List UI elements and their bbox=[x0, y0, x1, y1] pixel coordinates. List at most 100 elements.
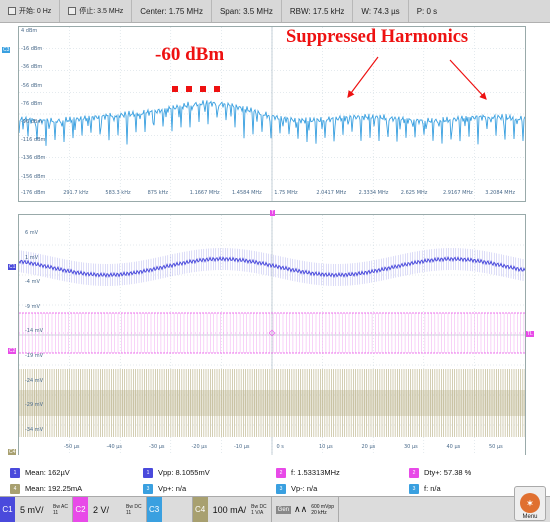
checkbox-icon bbox=[8, 7, 16, 15]
c4-channel-tag[interactable]: C4 bbox=[8, 449, 17, 455]
c1-coupling-mode: Bw AC bbox=[53, 503, 69, 510]
gen-frequency: 20 kHz bbox=[311, 509, 327, 516]
measurement-c2-vp-minus[interactable]: 3 Vp-: n/a bbox=[276, 482, 317, 495]
c2-settings[interactable]: C2 2 V/ Bw DC 11 bbox=[73, 497, 147, 522]
c2-frequency-value: f: 1.53313MHz bbox=[291, 468, 340, 477]
scope-y-tick-label: 6 mV bbox=[25, 230, 39, 236]
scope-y-tick-label: -24 mV bbox=[25, 377, 44, 384]
c3-frequency-value: f: n/a bbox=[424, 484, 441, 493]
c3-tag: C3 bbox=[146, 497, 162, 522]
c2-coupling-mode: Bw DC bbox=[126, 503, 142, 510]
c1-voltage-trace bbox=[19, 255, 525, 279]
menu-label: Menu bbox=[522, 514, 538, 520]
waveform-icon: ∧∧ bbox=[294, 504, 308, 514]
fft-spectrum-plot[interactable] bbox=[18, 26, 526, 202]
gen-label: Gen bbox=[275, 505, 292, 514]
span-field[interactable]: Span: 3.5 MHz bbox=[212, 0, 282, 22]
span-label: Span: 3.5 MHz bbox=[219, 6, 273, 16]
marker-dot bbox=[214, 86, 220, 92]
scope-y-tick-label: -4 mV bbox=[25, 279, 40, 286]
scope-x-tick-label: -10 µs bbox=[234, 444, 250, 450]
scope-x-tick-label: 20 µs bbox=[361, 444, 376, 450]
scope-y-tick-label: -29 mV bbox=[25, 402, 44, 409]
c2-duty-value: Dty+: 57.38 % bbox=[424, 468, 472, 477]
fft-spectrum-trace bbox=[19, 100, 525, 146]
scope-x-tick-label: -40 µs bbox=[106, 444, 123, 450]
c3-settings[interactable]: C3 bbox=[146, 497, 193, 522]
checkbox-icon bbox=[68, 7, 77, 15]
window-field[interactable]: W: 74.3 µs bbox=[353, 0, 409, 22]
scope-x-tick-label: 0 s bbox=[276, 444, 284, 450]
c2-vp-minus-value: Vp-: n/a bbox=[291, 484, 318, 493]
start-frequency-field[interactable]: 开始: 0 Hz bbox=[0, 0, 61, 22]
c1-mean-value: Mean: 162µV bbox=[25, 468, 70, 477]
center-frequency-label: Center: 1.75 MHz bbox=[140, 6, 203, 16]
scope-waveform-plot[interactable] bbox=[18, 214, 526, 456]
rbw-field[interactable]: RBW: 17.5 kHz bbox=[282, 0, 354, 22]
scope-x-tick-label: 50 µs bbox=[489, 444, 503, 450]
c2-badge: 2 bbox=[276, 467, 286, 478]
c1-coupling: Bw AC 11 bbox=[53, 504, 72, 516]
start-frequency-label: 开始: 0 Hz bbox=[19, 8, 52, 15]
c1-settings[interactable]: C1 5 mV/ Bw AC 11 bbox=[0, 497, 74, 522]
scope-x-tick-label: 30 µs bbox=[404, 444, 418, 450]
marker-dot bbox=[186, 86, 192, 92]
window-label: W: 74.3 µs bbox=[361, 6, 400, 16]
measurement-c1-vp-plus[interactable]: 3 Vp+: n/a bbox=[143, 482, 186, 495]
gen-amplitude: 600 mVpp bbox=[311, 503, 334, 510]
c1-coupling-extra: 11 bbox=[53, 509, 59, 516]
c2-coupling: Bw DC 11 bbox=[126, 504, 146, 516]
c2-tag: C2 bbox=[73, 497, 89, 522]
center-frequency-field[interactable]: Center: 1.75 MHz bbox=[132, 0, 212, 22]
logo-icon: ✶ bbox=[520, 493, 540, 513]
position-field[interactable]: P: 0 s bbox=[409, 0, 445, 22]
c2-channel-tag[interactable]: C2 bbox=[8, 348, 17, 354]
c3-badge: 3 bbox=[409, 483, 419, 494]
c3-badge: 3 bbox=[276, 483, 286, 494]
measurement-c2-duty[interactable]: 2 Dty+: 57.38 % bbox=[409, 466, 471, 479]
c4-coupling-extra: 1 V/A bbox=[251, 509, 264, 516]
c1-badge: 1 bbox=[10, 467, 20, 478]
trigger-position-marker[interactable]: T bbox=[270, 210, 276, 216]
c1-tag: C1 bbox=[0, 497, 15, 522]
menu-button[interactable]: ✶ Menu bbox=[514, 486, 546, 521]
channel-settings-bar: C1 5 mV/ Bw AC 11 C2 2 V/ Bw DC 11 C3 C4… bbox=[0, 496, 550, 522]
measurement-c1-mean[interactable]: 1 Mean: 162µV bbox=[10, 466, 70, 479]
harmonics-annotation: Suppressed Harmonics bbox=[286, 27, 469, 47]
annotation-arrows bbox=[347, 56, 487, 100]
stop-frequency-field[interactable]: 停止: 3.5 MHz bbox=[60, 0, 133, 22]
scope-y-tick-label: -9 mV bbox=[25, 303, 40, 310]
scope-x-tick-label: -30 µs bbox=[149, 444, 165, 450]
scope-y-tick-label: -19 mV bbox=[25, 353, 44, 359]
measurement-c3-freq[interactable]: 3 f: n/a bbox=[409, 482, 441, 495]
scope-y-tick-label: 1 mV bbox=[25, 254, 39, 261]
c4-settings[interactable]: C4 100 mA/ Bw DC 1 V/A bbox=[192, 497, 272, 522]
measurement-c2-freq[interactable]: 2 f: 1.53313MHz bbox=[276, 466, 340, 479]
level-annotation: -60 dBm bbox=[155, 44, 225, 65]
c1-badge: 1 bbox=[143, 467, 153, 478]
scope-x-tick-label: -50 µs bbox=[64, 444, 80, 450]
trigger-level-tag[interactable]: TL bbox=[526, 331, 534, 337]
scope-x-tick-label: 40 µs bbox=[446, 444, 461, 450]
c4-badge: 4 bbox=[10, 483, 20, 494]
c4-coupling-mode: Bw DC bbox=[251, 503, 267, 510]
scope-x-tick-label: -20 µs bbox=[191, 444, 208, 450]
scope-y-tick-label: -14 mV bbox=[25, 328, 44, 335]
c4-scale: 100 mA/ bbox=[212, 504, 247, 515]
generator-settings[interactable]: Gen ∧∧ 600 mVpp 20 kHz bbox=[272, 497, 339, 522]
measurement-c1-vpp[interactable]: 1 Vpp: 8.1055mV bbox=[143, 466, 210, 479]
scope-x-tick-label: 10 µs bbox=[319, 444, 333, 450]
marker-dot bbox=[172, 86, 178, 92]
scope-y-tick-label: -34 mV bbox=[25, 426, 44, 433]
c2-badge: 2 bbox=[409, 467, 419, 478]
c4-current-trace bbox=[19, 369, 525, 437]
arrow-right bbox=[449, 59, 487, 100]
c1-channel-tag[interactable]: C1 bbox=[8, 264, 17, 270]
c4-tag: C4 bbox=[192, 497, 208, 522]
rbw-label: RBW: 17.5 kHz bbox=[289, 6, 345, 16]
c1-vpp-value: Vpp: 8.1055mV bbox=[158, 468, 210, 477]
marker-dot bbox=[200, 86, 206, 92]
top-status-bar: 开始: 0 Hz 停止: 3.5 MHz Center: 1.75 MHz Sp… bbox=[0, 0, 550, 23]
c1-scale: 5 mV/ bbox=[20, 504, 44, 515]
measurement-c4-mean[interactable]: 4 Mean: 192.25mA bbox=[10, 482, 82, 495]
